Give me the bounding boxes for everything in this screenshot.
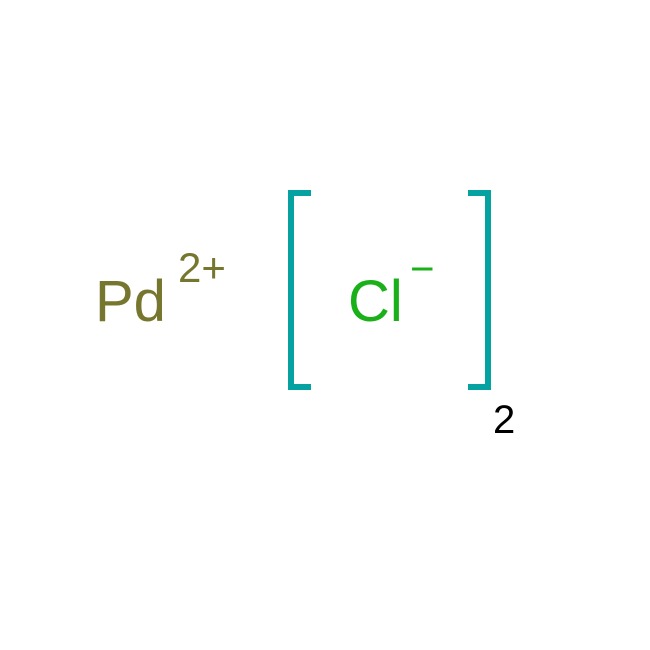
left-bracket — [288, 190, 318, 390]
anion-element: Cl — [348, 268, 403, 335]
right-bracket — [465, 190, 495, 390]
chemical-formula: Pd 2+ Cl − 2 — [0, 0, 650, 650]
cation-charge: 2+ — [178, 244, 226, 292]
stoichiometry-subscript: 2 — [493, 398, 515, 443]
anion-charge: − — [410, 245, 435, 293]
cation-element: Pd — [95, 268, 166, 335]
